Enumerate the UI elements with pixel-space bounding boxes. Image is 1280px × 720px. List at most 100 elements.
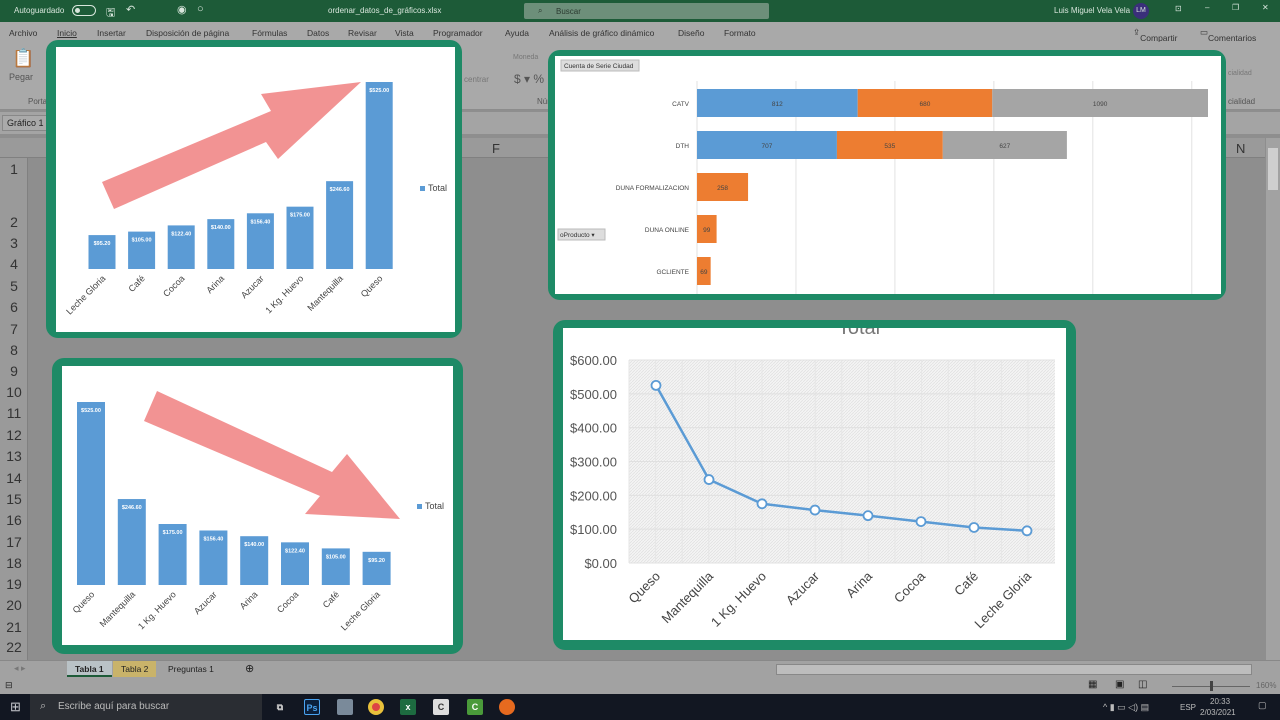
chrome-icon[interactable] [368, 699, 384, 715]
normal-view-icon[interactable]: ▦ [1088, 679, 1098, 690]
close-icon[interactable]: ✕ [1262, 3, 1269, 12]
page-layout-icon[interactable]: ▣ [1115, 679, 1125, 690]
ribbon-display-icon[interactable]: ⊡ [1175, 4, 1182, 13]
y-tick-label: $100.00 [570, 522, 617, 537]
column-header-n[interactable]: N [1236, 141, 1246, 156]
currency-icon[interactable]: $ ▾ % [514, 72, 545, 86]
bar [281, 542, 309, 585]
windows-start-icon[interactable]: ⊞ [10, 699, 21, 714]
pivot-chart[interactable]: Cuenta de Serie Ciudad oProducto ▾ CATV 812… [555, 56, 1221, 294]
row-header[interactable]: 6 [10, 299, 18, 315]
search-box[interactable]: ⌕ Buscar [524, 3, 769, 19]
line-chart[interactable]: $0.00 $100.00 $200.00 $300.00 $400.00 $500.00… [563, 328, 1066, 640]
comments-button[interactable]: ▭ Comentarios [1200, 27, 1257, 43]
paste-icon[interactable]: 📋 [12, 48, 35, 68]
row-header[interactable]: 10 [6, 384, 22, 400]
row-header[interactable]: 2 [10, 214, 18, 230]
clock-date[interactable]: 2/03/2021 [1200, 708, 1236, 717]
row-header[interactable]: 8 [10, 342, 18, 358]
tab-analisis[interactable]: Análisis de gráfico dinámico [549, 28, 655, 38]
number-format-select[interactable]: Moneda [513, 54, 539, 61]
page-break-icon[interactable]: ◫ [1138, 679, 1148, 690]
tab-formato[interactable]: Formato [724, 28, 756, 38]
firefox-icon[interactable] [499, 699, 515, 715]
camtasia-recorder-icon[interactable]: C [467, 699, 483, 715]
row-header[interactable]: 12 [6, 427, 22, 443]
row-header[interactable]: 18 [6, 555, 22, 571]
add-sheet-icon[interactable]: ⊕ [245, 663, 255, 675]
excel-icon[interactable]: x [400, 699, 416, 715]
category-label: Cocoa [891, 568, 929, 606]
data-label: $95.20 [368, 558, 385, 564]
chart-descending[interactable]: $525.00 Queso $246.60 Mantequilla $175.00 1 K… [62, 366, 453, 645]
row-header[interactable]: 13 [6, 448, 22, 464]
avatar[interactable]: LM [1133, 3, 1149, 19]
data-label: $95.20 [94, 241, 111, 247]
category-label: Cocoa [161, 273, 186, 298]
tab-vista[interactable]: Vista [395, 28, 414, 38]
sheet-tab-tabla1[interactable]: Tabla 1 [67, 661, 112, 677]
category-label: Leche Gloria [971, 568, 1034, 631]
category-label: Leche Gloria [64, 273, 107, 316]
row-header[interactable]: 7 [10, 321, 18, 337]
photoshop-icon[interactable]: Ps [304, 699, 320, 715]
row-header[interactable]: 3 [10, 235, 18, 251]
row-header[interactable]: 17 [6, 534, 22, 550]
task-view-icon[interactable]: ⧉ [276, 702, 284, 712]
clock-time[interactable]: 20:33 [1210, 697, 1231, 706]
notes-icon[interactable] [337, 699, 353, 715]
circle-icon[interactable]: ○ [197, 3, 204, 15]
data-label: 812 [772, 101, 783, 108]
vertical-scrollbar[interactable] [1266, 138, 1280, 660]
vertical-scroll-thumb[interactable] [1268, 148, 1278, 190]
sensitivity-button[interactable]: cialidad [1228, 70, 1252, 77]
row-header[interactable]: 19 [6, 576, 22, 592]
tab-ayuda[interactable]: Ayuda [505, 28, 529, 38]
tab-formulas[interactable]: Fórmulas [252, 28, 288, 38]
undo-icon[interactable]: ↶ [126, 4, 136, 16]
row-header[interactable]: 16 [6, 512, 22, 528]
language-indicator[interactable]: ESP [1180, 703, 1197, 712]
restore-icon[interactable]: ❐ [1232, 3, 1240, 12]
camtasia-icon[interactable]: C [433, 699, 449, 715]
minimize-icon[interactable]: – [1205, 3, 1210, 12]
horizontal-scrollbar[interactable] [776, 664, 1252, 675]
sheet-nav-arrows[interactable]: ◂ ▸ [14, 663, 26, 673]
tab-diseno[interactable]: Diseño [678, 28, 705, 38]
check-icon[interactable]: ◉ [177, 4, 187, 16]
tab-programador[interactable]: Programador [433, 28, 483, 38]
tab-archivo[interactable]: Archivo [9, 28, 38, 38]
row-header[interactable]: 4 [10, 256, 18, 272]
notifications-icon[interactable]: ▢ [1258, 700, 1267, 710]
zoom-slider-thumb[interactable] [1210, 681, 1213, 691]
row-header[interactable]: 9 [10, 363, 18, 379]
row-header[interactable]: 22 [6, 639, 22, 655]
save-icon[interactable]: 🖫 [106, 7, 116, 19]
file-name[interactable]: ordenar_datos_de_gráficos.xlsx [328, 6, 442, 15]
name-box[interactable]: Gráfico 1 [2, 115, 52, 131]
chart-ascending[interactable]: $95.20 Leche Gloria $105.00 Café $122.40 Coco… [56, 47, 455, 332]
sheet-tab-preguntas1[interactable]: Preguntas 1 [168, 664, 214, 674]
row-header[interactable]: 21 [6, 619, 22, 635]
share-button[interactable]: ⇪ Compartir [1133, 27, 1178, 43]
zoom-level[interactable]: 160% [1256, 681, 1277, 690]
paste-button[interactable]: Pegar [9, 72, 34, 82]
autosave-toggle[interactable] [72, 5, 96, 16]
taskbar-search[interactable]: Escribe aquí para buscar [30, 694, 262, 720]
row-header[interactable]: 1 [10, 161, 18, 177]
merge-center-button[interactable]: centrar [464, 75, 489, 84]
tab-datos[interactable]: Datos [307, 28, 330, 38]
column-header-f[interactable]: F [492, 141, 500, 156]
row-header[interactable]: 5 [10, 278, 18, 294]
macro-icon[interactable]: ⊟ [5, 680, 13, 690]
row-header[interactable]: 15 [6, 491, 22, 507]
tab-inicio[interactable]: Inicio [57, 28, 77, 38]
sheet-tab-tabla2[interactable]: Tabla 2 [113, 661, 157, 677]
tab-insertar[interactable]: Insertar [97, 28, 126, 38]
row-header[interactable]: 14 [6, 470, 22, 486]
tab-revisar[interactable]: Revisar [348, 28, 377, 38]
tray-icons[interactable]: ^ ▮ ▭ ◁) ▤ [1103, 702, 1150, 712]
row-header[interactable]: 11 [6, 405, 22, 421]
row-header[interactable]: 20 [6, 597, 22, 613]
tab-disposicion[interactable]: Disposición de página [146, 28, 230, 38]
